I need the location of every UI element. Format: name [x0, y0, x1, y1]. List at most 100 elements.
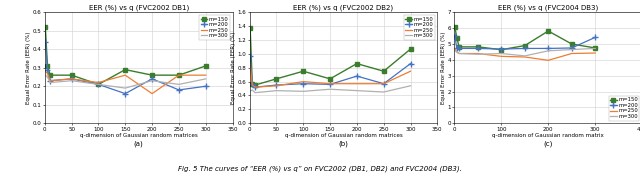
m=250 — [68, 78, 76, 80]
m=200 — [248, 83, 256, 85]
m=250 — [273, 85, 280, 87]
m=250 — [42, 70, 49, 73]
Line: m=300: m=300 — [455, 48, 595, 56]
m=200 — [568, 47, 575, 49]
m=250 — [300, 81, 307, 83]
Text: Fig. 5 The curves of “EER (%) vs q” on FVC2002 (DB1, DB2) and FVC2004 (DB3).: Fig. 5 The curves of “EER (%) vs q” on F… — [178, 166, 462, 172]
m=250 — [46, 80, 54, 82]
m=300 — [202, 78, 209, 80]
m=150 — [95, 83, 102, 85]
Line: m=300: m=300 — [250, 86, 410, 93]
m=300 — [251, 92, 259, 94]
m=150 — [497, 49, 505, 51]
Y-axis label: Equal Error Rate (EER) (%): Equal Error Rate (EER) (%) — [231, 32, 236, 104]
m=300 — [44, 76, 51, 78]
m=150 — [406, 48, 414, 50]
m=250 — [591, 52, 599, 54]
m=250 — [353, 83, 361, 85]
Line: m=250: m=250 — [250, 64, 410, 87]
m=150 — [568, 43, 575, 45]
Line: m=250: m=250 — [45, 71, 205, 94]
Line: m=150: m=150 — [452, 25, 597, 52]
m=200 — [44, 68, 51, 71]
Title: EER (%) vs q (FVC2002 DB2): EER (%) vs q (FVC2002 DB2) — [293, 5, 394, 11]
m=250 — [497, 55, 505, 57]
m=150 — [251, 84, 259, 86]
m=250 — [246, 62, 254, 65]
Line: m=200: m=200 — [42, 39, 209, 96]
m=300 — [148, 80, 156, 82]
m=150 — [273, 78, 280, 80]
m=150 — [521, 45, 529, 47]
Text: (b): (b) — [339, 141, 348, 147]
m=200 — [591, 36, 599, 38]
Y-axis label: Equal Error Rate (EER) (%): Equal Error Rate (EER) (%) — [441, 32, 446, 104]
m=250 — [568, 52, 575, 55]
m=250 — [175, 74, 183, 76]
X-axis label: q-dimension of Gaussian random matrices: q-dimension of Gaussian random matrices — [80, 133, 198, 138]
m=300 — [122, 87, 129, 89]
m=200 — [380, 83, 388, 85]
Line: m=200: m=200 — [247, 53, 413, 90]
Text: (a): (a) — [134, 141, 143, 147]
m=150 — [474, 46, 482, 48]
m=150 — [202, 65, 209, 67]
Legend: m=150, m=200, m=250, m=300: m=150, m=200, m=250, m=300 — [199, 15, 230, 40]
m=300 — [46, 81, 54, 84]
m=150 — [122, 68, 129, 71]
Line: m=150: m=150 — [44, 25, 208, 86]
m=250 — [44, 72, 51, 74]
m=150 — [148, 74, 156, 76]
m=200 — [497, 48, 505, 50]
m=150 — [545, 30, 552, 32]
m=200 — [455, 47, 463, 49]
m=150 — [175, 74, 183, 76]
m=200 — [521, 47, 529, 49]
m=200 — [545, 47, 552, 49]
m=300 — [591, 47, 599, 49]
m=300 — [497, 52, 505, 55]
m=300 — [521, 55, 529, 57]
m=150 — [326, 78, 334, 80]
X-axis label: q-dimension of Gaussian random matrix: q-dimension of Gaussian random matrix — [492, 133, 604, 138]
m=250 — [95, 81, 102, 84]
m=200 — [453, 47, 461, 49]
Y-axis label: Equal Error Rate (EER) (%): Equal Error Rate (EER) (%) — [26, 32, 31, 104]
m=300 — [246, 90, 254, 92]
m=150 — [353, 62, 361, 65]
m=200 — [148, 78, 156, 80]
m=250 — [380, 83, 388, 85]
m=250 — [455, 52, 463, 55]
m=150 — [44, 65, 51, 67]
m=150 — [453, 37, 461, 39]
m=250 — [545, 59, 552, 61]
m=300 — [95, 83, 102, 85]
m=250 — [451, 47, 459, 49]
m=200 — [68, 78, 76, 80]
m=200 — [406, 62, 414, 65]
m=200 — [300, 83, 307, 85]
m=300 — [406, 85, 414, 87]
m=250 — [521, 56, 529, 58]
m=300 — [300, 90, 307, 92]
m=200 — [202, 85, 209, 87]
m=300 — [353, 90, 361, 92]
m=300 — [380, 91, 388, 93]
m=150 — [246, 27, 254, 29]
X-axis label: q-dimension of Gaussian random matrices: q-dimension of Gaussian random matrices — [285, 133, 403, 138]
Title: EER (%) vs q (FVC2004 DB3): EER (%) vs q (FVC2004 DB3) — [498, 5, 598, 11]
m=150 — [42, 26, 49, 28]
m=150 — [455, 46, 463, 48]
m=250 — [326, 83, 334, 85]
m=200 — [451, 35, 459, 37]
Line: m=300: m=300 — [45, 75, 205, 88]
Text: (c): (c) — [543, 141, 553, 147]
m=300 — [175, 83, 183, 85]
m=200 — [122, 93, 129, 95]
Title: EER (%) vs q (FVC2002 DB1): EER (%) vs q (FVC2002 DB1) — [88, 5, 189, 11]
m=250 — [148, 93, 156, 95]
m=200 — [42, 41, 49, 43]
m=300 — [545, 50, 552, 52]
m=150 — [591, 47, 599, 49]
m=250 — [406, 70, 414, 72]
